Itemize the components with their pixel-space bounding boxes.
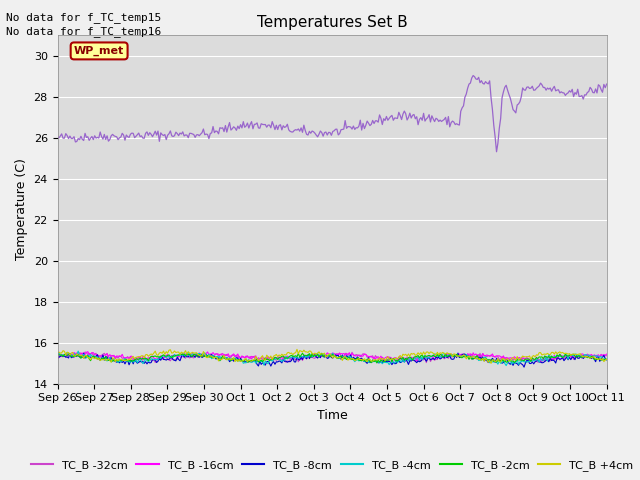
TC_B -16cm — [84, 349, 92, 355]
TC_B +4cm — [271, 353, 279, 359]
TC_B -4cm — [234, 358, 242, 364]
TC_B -2cm — [271, 354, 279, 360]
TC_B -2cm — [402, 356, 410, 361]
TC_B +4cm — [451, 351, 459, 357]
TC_B -32cm — [234, 355, 242, 361]
TC_B -8cm — [603, 357, 611, 363]
Line: TC_B -8cm: TC_B -8cm — [58, 353, 607, 367]
TC_B -32cm — [81, 349, 89, 355]
TC_B +4cm — [293, 347, 301, 352]
TC_B -32cm — [273, 358, 280, 363]
TC_B -16cm — [273, 355, 280, 361]
TC_B -2cm — [120, 358, 127, 363]
TC_B -8cm — [54, 354, 61, 360]
TC_B -32cm — [456, 354, 463, 360]
Y-axis label: Temperature (C): Temperature (C) — [15, 158, 28, 260]
TC_B -16cm — [54, 351, 61, 357]
TC_B -16cm — [413, 358, 420, 364]
TC_B -32cm — [603, 353, 611, 359]
TC_B -2cm — [232, 357, 240, 362]
TC_B -32cm — [402, 359, 410, 364]
Text: No data for f_TC_temp15: No data for f_TC_temp15 — [6, 12, 162, 23]
TC_B -4cm — [502, 363, 510, 369]
TC_B -16cm — [121, 355, 129, 360]
TC_B -4cm — [121, 356, 129, 361]
TC_B +4cm — [120, 358, 127, 363]
TC_B -16cm — [452, 352, 460, 358]
TC_B -4cm — [54, 352, 61, 358]
TC_B -2cm — [452, 351, 460, 357]
TC_B -2cm — [318, 350, 326, 356]
TC_B -2cm — [603, 357, 611, 362]
TC_B -2cm — [373, 360, 381, 366]
Title: Temperatures Set B: Temperatures Set B — [257, 15, 408, 30]
Line: TC_B -16cm: TC_B -16cm — [58, 352, 607, 361]
TC_B -8cm — [452, 355, 460, 360]
Line: TC_B -4cm: TC_B -4cm — [58, 351, 607, 366]
TC_B -16cm — [234, 351, 242, 357]
TC_B -16cm — [401, 355, 408, 361]
TC_B -4cm — [603, 357, 611, 363]
Text: No data for f_TC_temp16: No data for f_TC_temp16 — [6, 26, 162, 37]
Text: WP_met: WP_met — [74, 46, 124, 56]
TC_B -8cm — [399, 357, 407, 363]
TC_B -8cm — [271, 361, 279, 367]
Line: TC_B +4cm: TC_B +4cm — [58, 349, 607, 363]
Line: TC_B -2cm: TC_B -2cm — [58, 353, 607, 363]
TC_B -32cm — [54, 356, 61, 362]
TC_B -4cm — [74, 348, 82, 354]
TC_B +4cm — [401, 352, 408, 358]
TC_B +4cm — [487, 360, 495, 366]
TC_B +4cm — [454, 353, 462, 359]
TC_B -8cm — [232, 355, 240, 360]
TC_B -16cm — [603, 351, 611, 357]
Line: TC_B -32cm: TC_B -32cm — [58, 352, 607, 363]
TC_B +4cm — [232, 357, 240, 362]
TC_B -8cm — [520, 364, 528, 370]
TC_B -8cm — [450, 356, 458, 362]
TC_B -32cm — [392, 360, 400, 366]
TC_B -8cm — [454, 350, 462, 356]
TC_B -2cm — [456, 354, 463, 360]
TC_B -4cm — [451, 352, 459, 358]
TC_B +4cm — [603, 357, 611, 362]
TC_B +4cm — [54, 350, 61, 356]
TC_B -32cm — [452, 354, 460, 360]
X-axis label: Time: Time — [317, 409, 348, 422]
Legend: TC_B -32cm, TC_B -16cm, TC_B -8cm, TC_B -4cm, TC_B -2cm, TC_B +4cm: TC_B -32cm, TC_B -16cm, TC_B -8cm, TC_B … — [26, 456, 638, 476]
TC_B -4cm — [454, 353, 462, 359]
TC_B -8cm — [120, 358, 127, 364]
TC_B -16cm — [456, 351, 463, 357]
TC_B -4cm — [401, 360, 408, 365]
TC_B -4cm — [273, 356, 280, 362]
TC_B -2cm — [54, 352, 61, 358]
TC_B -32cm — [121, 356, 129, 361]
